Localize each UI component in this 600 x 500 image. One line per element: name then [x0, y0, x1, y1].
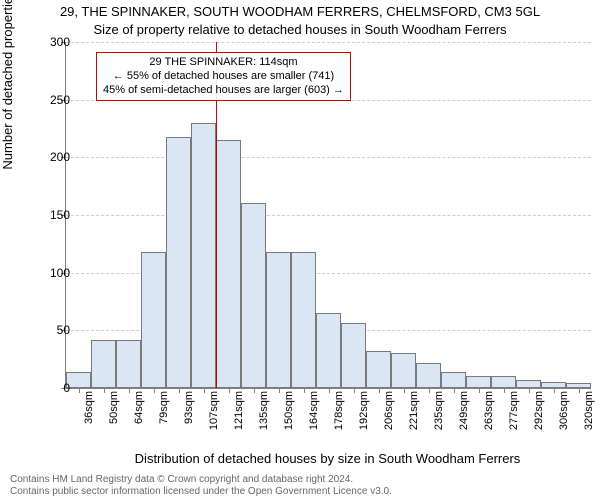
x-axis-label: Distribution of detached houses by size …: [65, 451, 590, 466]
x-tick-label: 135sqm: [258, 391, 270, 430]
histogram-bar: [216, 140, 241, 388]
gridline: [66, 215, 591, 216]
gridline: [66, 42, 591, 43]
x-tick-mark: [479, 388, 480, 393]
x-tick-mark: [529, 388, 530, 393]
histogram-bar: [166, 137, 191, 388]
x-tick-label: 320sqm: [583, 391, 595, 430]
x-tick-mark: [104, 388, 105, 393]
histogram-bar: [191, 123, 216, 388]
y-tick-label: 250: [40, 93, 70, 107]
x-tick-label: 150sqm: [283, 391, 295, 430]
x-tick-mark: [279, 388, 280, 393]
histogram-bar: [316, 313, 341, 388]
x-tick-label: 79sqm: [158, 391, 170, 424]
histogram-bar: [416, 363, 441, 388]
x-tick-label: 50sqm: [108, 391, 120, 424]
y-tick-label: 50: [40, 323, 70, 337]
x-tick-mark: [554, 388, 555, 393]
histogram-bar: [141, 252, 166, 388]
y-tick-label: 0: [40, 381, 70, 395]
x-tick-mark: [179, 388, 180, 393]
y-tick-label: 200: [40, 150, 70, 164]
y-axis-label: Number of detached properties: [0, 0, 15, 230]
x-tick-label: 178sqm: [333, 391, 345, 430]
y-tick-label: 300: [40, 35, 70, 49]
chart-container: 29, THE SPINNAKER, SOUTH WOODHAM FERRERS…: [0, 0, 600, 500]
x-tick-mark: [129, 388, 130, 393]
y-tick-label: 150: [40, 208, 70, 222]
histogram-bar: [291, 252, 316, 388]
footer-text: Contains HM Land Registry data © Crown c…: [10, 474, 392, 498]
x-tick-mark: [429, 388, 430, 393]
x-tick-mark: [404, 388, 405, 393]
histogram-bar: [491, 376, 516, 388]
gridline: [66, 157, 591, 158]
x-tick-label: 164sqm: [308, 391, 320, 430]
title-line1: 29, THE SPINNAKER, SOUTH WOODHAM FERRERS…: [0, 4, 600, 19]
x-tick-label: 36sqm: [83, 391, 95, 424]
x-tick-mark: [354, 388, 355, 393]
annotation-box: 29 THE SPINNAKER: 114sqm ← 55% of detach…: [96, 52, 351, 101]
x-tick-label: 93sqm: [183, 391, 195, 424]
x-tick-mark: [579, 388, 580, 393]
x-tick-mark: [329, 388, 330, 393]
histogram-bar: [516, 380, 541, 388]
title-line2: Size of property relative to detached ho…: [0, 22, 600, 37]
annotation-line1: 29 THE SPINNAKER: 114sqm: [103, 56, 344, 70]
x-tick-label: 121sqm: [233, 391, 245, 430]
annotation-line2: ← 55% of detached houses are smaller (74…: [103, 70, 344, 84]
x-tick-label: 221sqm: [408, 391, 420, 430]
x-tick-label: 235sqm: [433, 391, 445, 430]
x-tick-mark: [254, 388, 255, 393]
x-tick-mark: [504, 388, 505, 393]
histogram-bar: [441, 372, 466, 388]
histogram-bar: [91, 340, 116, 388]
x-tick-mark: [304, 388, 305, 393]
x-tick-mark: [379, 388, 380, 393]
histogram-bar: [466, 376, 491, 388]
histogram-bar: [341, 323, 366, 388]
x-tick-mark: [229, 388, 230, 393]
x-tick-mark: [154, 388, 155, 393]
x-tick-label: 206sqm: [383, 391, 395, 430]
footer-line1: Contains HM Land Registry data © Crown c…: [10, 474, 392, 486]
plot-area: 36sqm50sqm64sqm79sqm93sqm107sqm121sqm135…: [65, 42, 591, 389]
x-tick-label: 249sqm: [458, 391, 470, 430]
x-tick-label: 277sqm: [508, 391, 520, 430]
x-tick-mark: [454, 388, 455, 393]
x-tick-mark: [204, 388, 205, 393]
x-tick-label: 192sqm: [358, 391, 370, 430]
x-tick-label: 263sqm: [483, 391, 495, 430]
x-tick-label: 107sqm: [208, 391, 220, 430]
footer-line2: Contains public sector information licen…: [10, 486, 392, 498]
annotation-line3: 45% of semi-detached houses are larger (…: [103, 84, 344, 98]
histogram-bar: [116, 340, 141, 388]
y-tick-label: 100: [40, 266, 70, 280]
x-tick-label: 306sqm: [558, 391, 570, 430]
x-tick-mark: [79, 388, 80, 393]
histogram-bar: [241, 203, 266, 388]
histogram-bar: [266, 252, 291, 388]
x-tick-label: 292sqm: [533, 391, 545, 430]
x-tick-label: 64sqm: [133, 391, 145, 424]
histogram-bar: [366, 351, 391, 388]
histogram-bar: [391, 353, 416, 388]
